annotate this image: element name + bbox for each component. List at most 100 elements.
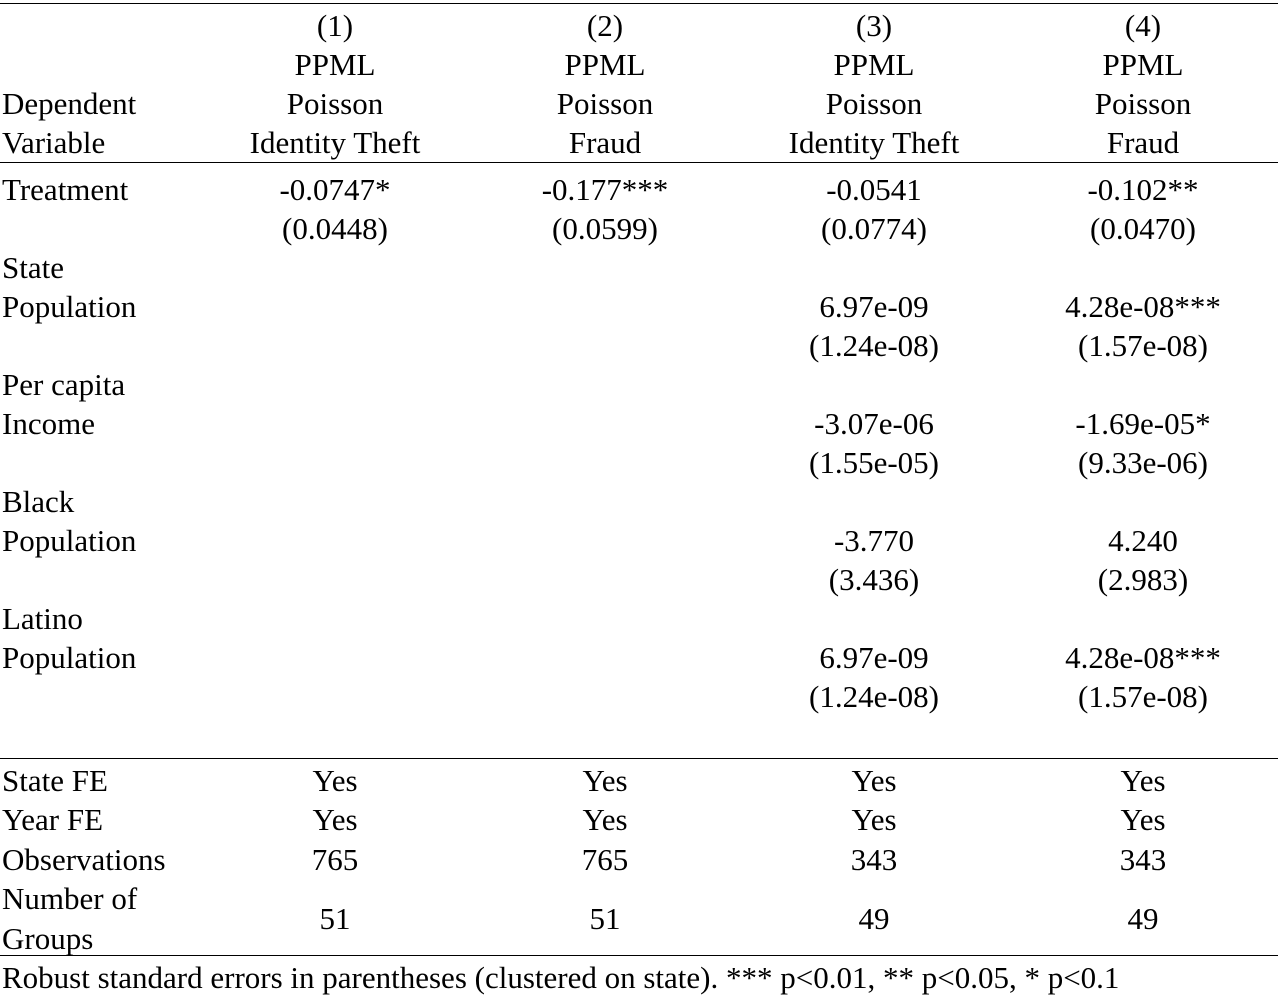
column-method: PPML	[833, 47, 915, 82]
stats-table: State FE Yes Yes Yes Yes Year FE Yes Yes…	[0, 760, 1278, 959]
standard-error	[470, 326, 740, 365]
coefficient	[200, 287, 470, 326]
top-rule	[0, 3, 1278, 4]
stat-value: Yes	[851, 802, 897, 837]
latino-population-label-row: Latino	[0, 599, 1278, 638]
coefficient	[200, 638, 470, 677]
latino-population-coef-row: Population 6.97e-09 4.28e-08***	[0, 638, 1278, 677]
header-row-dv: Variable Identity Theft Fraud Identity T…	[0, 123, 1278, 162]
coefficient: -0.0747*	[279, 172, 391, 207]
observations-row: Observations 765 765 343 343	[0, 839, 1278, 879]
income-se-row: (1.55e-05) (9.33e-06)	[0, 443, 1278, 482]
coefficient: 6.97e-09	[819, 289, 929, 324]
stats-rule	[0, 758, 1278, 759]
header-row-numbers: (1) (2) (3) (4)	[0, 6, 1278, 45]
column-number: (4)	[1124, 8, 1162, 43]
stat-value: Yes	[1120, 802, 1166, 837]
column-number: (2)	[586, 8, 624, 43]
coefficient	[200, 404, 470, 443]
variable-label: Population	[2, 523, 137, 558]
coefficient: 6.97e-09	[819, 640, 929, 675]
standard-error: (0.0599)	[552, 211, 658, 246]
variable-label: State	[2, 250, 64, 285]
coefficient: -0.0541	[826, 172, 922, 207]
standard-error	[470, 560, 740, 599]
stat-label: Observations	[2, 841, 166, 877]
variable-label: Population	[2, 289, 137, 324]
standard-error	[200, 326, 470, 365]
column-dependent-variable: Fraud	[1106, 125, 1180, 160]
standard-error: (9.33e-06)	[1078, 445, 1208, 480]
groups-row: Number of Groups 51 51 49 49	[0, 879, 1278, 959]
stat-value: Yes	[312, 802, 358, 837]
income-label-row: Per capita	[0, 365, 1278, 404]
state-population-coef-row: Population 6.97e-09 4.28e-08***	[0, 287, 1278, 326]
standard-error	[470, 443, 740, 482]
column-number: (3)	[855, 8, 893, 43]
black-population-coef-row: Population -3.770 4.240	[0, 521, 1278, 560]
header-row-model: Dependent Poisson Poisson Poisson Poisso…	[0, 84, 1278, 123]
variable-label: Population	[2, 640, 137, 675]
coefficient	[470, 404, 740, 443]
stat-label: Year FE	[2, 802, 104, 837]
column-method: PPML	[294, 47, 376, 82]
income-coef-row: Income -3.07e-06 -1.69e-05*	[0, 404, 1278, 443]
coefficient: -3.770	[833, 523, 915, 558]
standard-error	[470, 677, 740, 716]
standard-error: (1.57e-08)	[1078, 328, 1208, 363]
standard-error	[200, 677, 470, 716]
coefficient	[200, 521, 470, 560]
standard-error: (1.24e-08)	[809, 679, 939, 714]
coefficient: 4.240	[1108, 523, 1178, 558]
column-model: Poisson	[825, 86, 923, 121]
state-fe-row: State FE Yes Yes Yes Yes	[0, 760, 1278, 800]
stat-value: 51	[319, 901, 351, 936]
state-population-se-row: (1.24e-08) (1.57e-08)	[0, 326, 1278, 365]
coefficient: -0.177***	[541, 172, 669, 207]
column-model: Poisson	[556, 86, 654, 121]
stat-value: 765	[581, 841, 629, 877]
stat-value: 343	[850, 841, 898, 877]
header-row-method: PPML PPML PPML PPML	[0, 45, 1278, 84]
coefficient: -0.102**	[1087, 172, 1199, 207]
treatment-se-row: (0.0448) (0.0599) (0.0774) (0.0470)	[0, 209, 1278, 248]
stat-value: 49	[858, 901, 890, 936]
standard-error: (3.436)	[828, 562, 920, 597]
standard-error: (1.55e-05)	[809, 445, 939, 480]
coefficients-table: Treatment -0.0747* -0.177*** -0.0541 -0.…	[0, 170, 1278, 716]
coefficient: -1.69e-05*	[1075, 406, 1211, 441]
column-dependent-variable: Fraud	[568, 125, 642, 160]
standard-error: (1.24e-08)	[809, 328, 939, 363]
standard-error	[200, 560, 470, 599]
black-population-label-row: Black	[0, 482, 1278, 521]
treatment-coef-row: Treatment -0.0747* -0.177*** -0.0541 -0.…	[0, 170, 1278, 209]
standard-error: (0.0470)	[1090, 211, 1196, 246]
column-dependent-variable: Identity Theft	[788, 125, 960, 160]
stat-value: Yes	[1120, 762, 1166, 798]
stat-label: Groups	[2, 920, 94, 956]
header-label-line2: Variable	[2, 125, 106, 160]
variable-label: Income	[2, 406, 95, 441]
standard-error: (0.0774)	[821, 211, 927, 246]
standard-error: (1.57e-08)	[1078, 679, 1208, 714]
stat-value: Yes	[312, 762, 358, 798]
coefficient: 4.28e-08***	[1065, 289, 1221, 324]
column-method: PPML	[1102, 47, 1184, 82]
stat-value: Yes	[582, 802, 628, 837]
standard-error: (0.0448)	[282, 211, 388, 246]
stat-value: 765	[311, 841, 359, 877]
column-dependent-variable: Identity Theft	[249, 125, 421, 160]
coefficient: -3.07e-06	[814, 406, 934, 441]
stat-value: Yes	[851, 762, 897, 798]
table-footnote: Robust standard errors in parentheses (c…	[2, 960, 1120, 995]
bottom-rule	[0, 955, 1278, 956]
column-model: Poisson	[286, 86, 384, 121]
variable-label: Black	[2, 484, 75, 519]
column-method: PPML	[564, 47, 646, 82]
state-population-label-row: State	[0, 248, 1278, 287]
variable-label: Per capita	[2, 367, 126, 402]
standard-error	[200, 443, 470, 482]
regression-table: (1) (2) (3) (4) PPML PPML PPML PPML Depe…	[0, 6, 1278, 162]
year-fe-row: Year FE Yes Yes Yes Yes	[0, 800, 1278, 840]
stat-value: 49	[1127, 901, 1159, 936]
